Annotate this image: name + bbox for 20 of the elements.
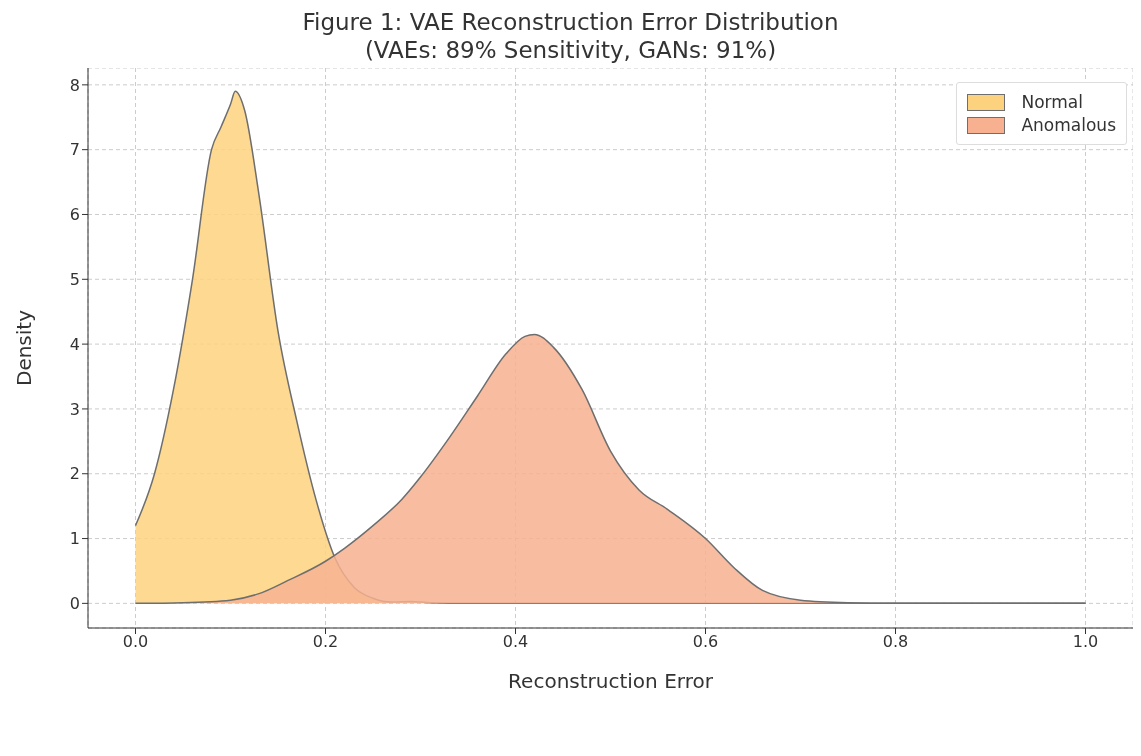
x-tick-label: 0.2 — [312, 632, 339, 652]
x-axis-title: Reconstruction Error — [508, 669, 714, 693]
x-tick-label: 0.4 — [502, 632, 529, 652]
y-axis-title: Density — [12, 309, 37, 387]
y-tick-label: 0 — [69, 594, 80, 614]
legend-label: Anomalous — [1021, 115, 1116, 135]
y-tick-label: 3 — [69, 399, 80, 419]
y-tick-label: 1 — [69, 529, 80, 549]
y-tick-label: 6 — [69, 205, 80, 225]
y-tick-label: 7 — [69, 140, 80, 160]
legend-label: Normal — [1021, 92, 1083, 112]
y-tick-label: 2 — [69, 464, 80, 484]
y-tick-label: 5 — [69, 269, 80, 289]
x-tick-label: 0.8 — [882, 632, 909, 652]
x-tick-label: 0.0 — [122, 632, 149, 652]
x-tick-label: 0.6 — [692, 632, 719, 652]
x-tick-label: 1.0 — [1072, 632, 1099, 652]
y-tick-label: 8 — [69, 75, 80, 95]
chart-title: Figure 1: VAE Reconstruction Error Distribution (VAEs: 89% Sensitivity, GANs: 91%) — [301, 8, 840, 64]
y-tick-label: 4 — [69, 334, 80, 354]
